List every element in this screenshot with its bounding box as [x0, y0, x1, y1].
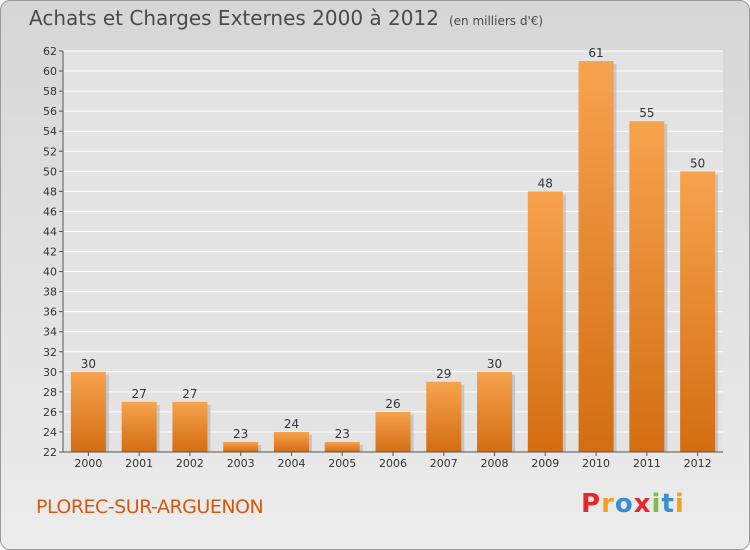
y-tick-label: 60 [43, 65, 57, 78]
x-tick-label: 2002 [176, 457, 204, 470]
logo-letter: r [601, 489, 615, 519]
x-tick-label: 2001 [125, 457, 153, 470]
data-label: 61 [588, 46, 603, 60]
chart-title: Achats et Charges Externes 2000 à 2012 (e… [29, 6, 543, 30]
y-tick-label: 40 [43, 266, 57, 279]
bar-2006 [375, 411, 411, 452]
data-label: 50 [690, 156, 705, 170]
y-tick-label: 26 [43, 406, 57, 419]
logo-letter: i [651, 489, 662, 519]
bar-2005 [324, 441, 360, 452]
logo-letter: P [581, 489, 602, 519]
gridlines [63, 50, 723, 453]
y-tick-label: 28 [43, 386, 57, 399]
bars [70, 61, 719, 453]
y-tick-label: 58 [43, 85, 57, 98]
bar-2001 [121, 401, 157, 452]
x-tick-label: 2004 [277, 457, 305, 470]
y-axis-ticks: 22 24 26 28 30 32 34 36 38 40 42 44 46 48 50 52 54 56 58 60… [43, 45, 63, 459]
data-label: 24 [284, 417, 299, 431]
data-label: 27 [132, 387, 147, 401]
logo-letter: t [661, 489, 675, 519]
y-tick-label: 42 [43, 246, 57, 259]
proxiti-logo: Proxiti [581, 489, 685, 519]
data-label: 30 [487, 357, 502, 371]
bar-2011 [629, 121, 665, 453]
y-tick-label: 32 [43, 346, 57, 359]
y-tick-label: 24 [43, 426, 57, 439]
logo-letter: x [633, 489, 652, 519]
y-tick-label: 44 [43, 225, 57, 238]
y-tick-label: 62 [43, 45, 57, 58]
bar-2007 [426, 381, 462, 452]
data-label: 23 [233, 427, 248, 441]
bar-2010 [578, 61, 614, 453]
bar-2002 [172, 401, 208, 452]
y-tick-label: 56 [43, 105, 57, 118]
chart-title-text: Achats et Charges Externes 2000 à 2012 [29, 6, 439, 30]
y-tick-label: 46 [43, 205, 57, 218]
x-tick-label: 2009 [531, 457, 559, 470]
data-label: 29 [436, 367, 451, 381]
y-tick-label: 30 [43, 366, 57, 379]
y-tick-label: 38 [43, 286, 57, 299]
x-tick-label: 2011 [633, 457, 661, 470]
data-label: 48 [538, 176, 553, 190]
y-tick-label: 34 [43, 326, 57, 339]
y-tick-label: 52 [43, 145, 57, 158]
commune-name: PLOREC-SUR-ARGUENON [36, 496, 264, 518]
data-labels: 30 27 27 23 24 23 26 29 30 48 61 55 50 [81, 46, 706, 441]
y-tick-label: 22 [43, 446, 57, 459]
bar-2009 [527, 191, 563, 452]
x-tick-label: 2005 [328, 457, 356, 470]
data-label: 26 [385, 397, 400, 411]
bar-2000 [70, 371, 106, 452]
x-tick-label: 2008 [481, 457, 509, 470]
y-tick-label: 54 [43, 125, 57, 138]
data-label: 27 [182, 387, 197, 401]
bar-2012 [680, 171, 716, 453]
x-tick-label: 2007 [430, 457, 458, 470]
x-tick-label: 2012 [684, 457, 712, 470]
x-tick-label: 2010 [582, 457, 610, 470]
x-tick-label: 2000 [74, 457, 102, 470]
chart-subtitle: (en milliers d'€) [448, 14, 544, 28]
x-axis-ticks: 2000 2001 2002 2003 2004 2005 2006 2007 2008 2009… [74, 452, 712, 470]
y-tick-label: 50 [43, 165, 57, 178]
data-label: 55 [639, 106, 654, 120]
x-tick-label: 2006 [379, 457, 407, 470]
logo-letter: o [614, 489, 634, 519]
bar-2008 [477, 371, 513, 452]
data-label: 23 [335, 427, 350, 441]
y-tick-label: 48 [43, 185, 57, 198]
y-tick-label: 36 [43, 306, 57, 319]
bar-2003 [223, 441, 259, 452]
data-label: 30 [81, 357, 96, 371]
bar-2004 [273, 431, 309, 452]
x-tick-label: 2003 [227, 457, 255, 470]
logo-letter: i [674, 489, 685, 519]
